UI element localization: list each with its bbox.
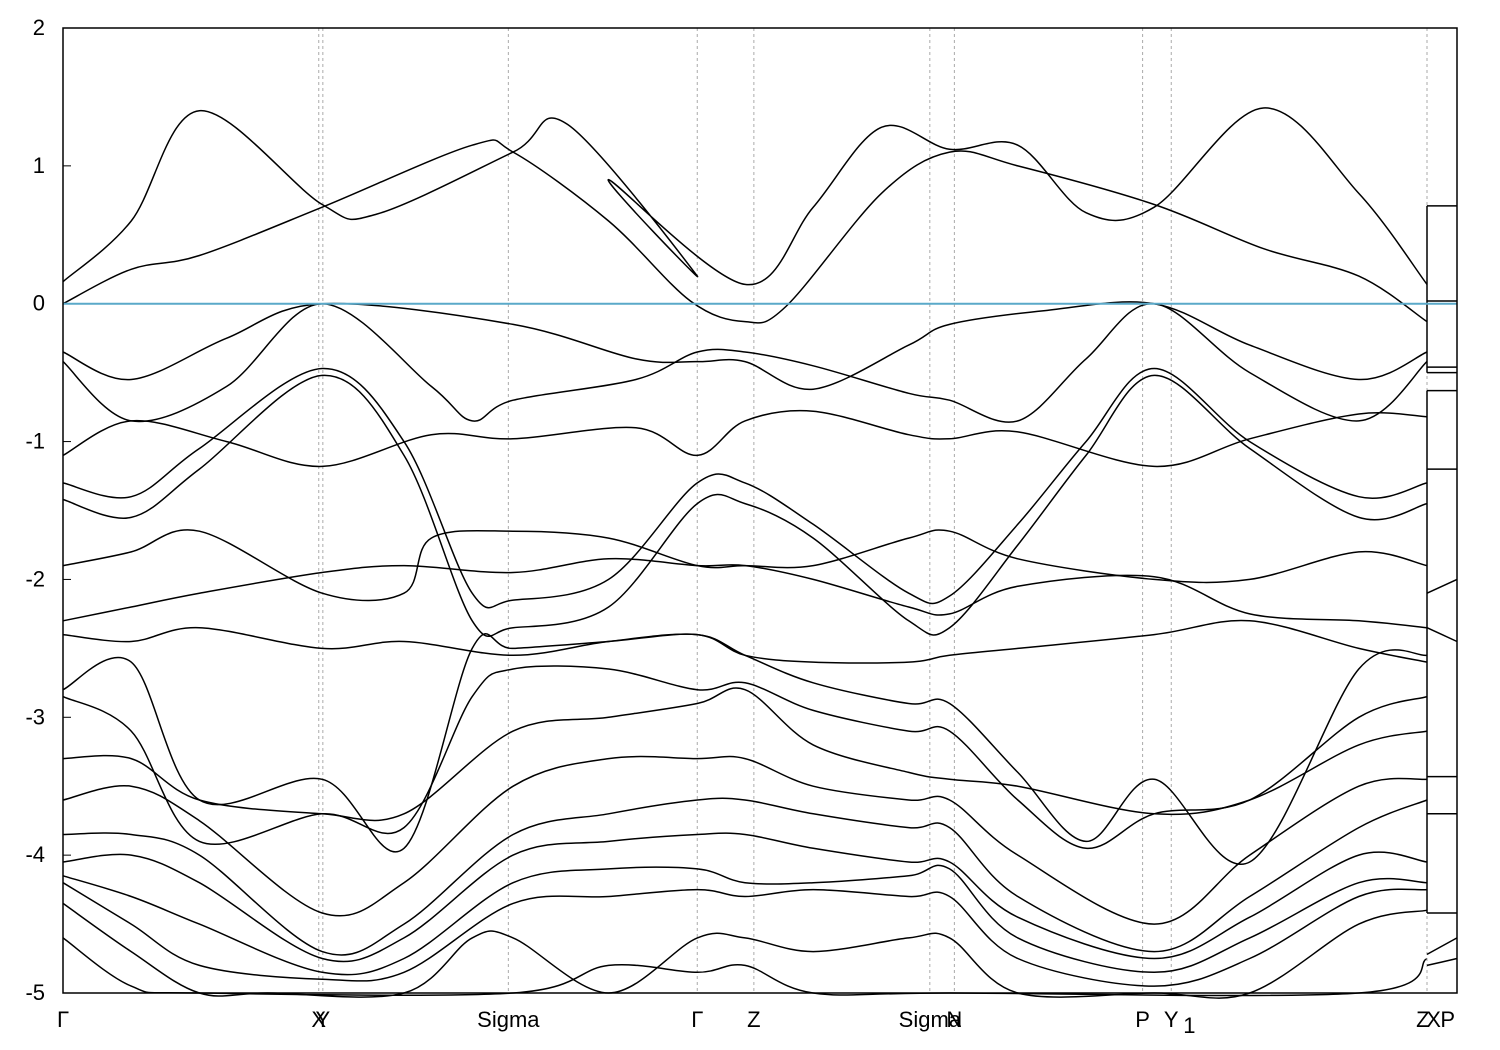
x-tick-label: 1	[1183, 1013, 1195, 1038]
x-tick-label: P	[1135, 1007, 1150, 1032]
y-tick-label: 2	[33, 15, 45, 40]
band-lines	[62, 107, 1428, 999]
band-line	[62, 665, 1428, 850]
band-line	[62, 832, 1428, 963]
band-line	[62, 139, 1428, 324]
band-line	[62, 107, 1428, 286]
side-panel	[1426, 28, 1458, 993]
y-tick-label: 0	[33, 291, 45, 316]
band-line	[62, 301, 1428, 390]
band-line	[62, 409, 1428, 468]
y-tick-label: -5	[25, 980, 45, 1005]
band-line	[62, 374, 1428, 637]
x-tick-label: Γ	[691, 1007, 703, 1032]
y-tick-label: 1	[33, 153, 45, 178]
band-line	[62, 797, 1428, 956]
x-tick-label: Z	[1416, 1007, 1429, 1032]
band-line	[62, 687, 1428, 822]
side-panel-curve	[1426, 627, 1458, 643]
y-tick-label: -2	[25, 566, 45, 591]
x-tick-label: Γ	[57, 1007, 69, 1032]
plot-frame	[62, 27, 1458, 994]
x-tick-label: Sigma	[899, 1007, 962, 1032]
band-line	[62, 557, 1428, 629]
band-line	[62, 882, 1428, 987]
band-line	[62, 302, 1428, 423]
side-panel-curve	[1426, 937, 1458, 956]
x-tick-label: Y	[1164, 1007, 1179, 1032]
y-tick-label: -3	[25, 704, 45, 729]
y-tick-label: -1	[25, 429, 45, 454]
side-panel-curve	[1426, 578, 1458, 594]
band-line	[62, 619, 1428, 664]
side-panel-curve	[1426, 957, 1458, 967]
band-line	[62, 864, 1428, 976]
band-line	[62, 633, 1428, 865]
band-line	[62, 937, 1428, 997]
x-tick-label: Z	[747, 1007, 760, 1032]
x-tick-label: N	[946, 1007, 962, 1032]
y-axis-tick-labels: -5 -4 -3 -2 -1 0 1 2	[25, 15, 71, 1005]
y-tick-label: -4	[25, 842, 45, 867]
x-tick-label: Sigma	[477, 1007, 540, 1032]
band-line	[62, 755, 1428, 925]
x-tick-label: P	[1440, 1007, 1455, 1032]
x-tick-label: Y	[315, 1007, 330, 1032]
band-line	[62, 367, 1428, 609]
x-tick-label: X	[1426, 1007, 1441, 1032]
x-tick-label: X	[311, 1007, 326, 1032]
